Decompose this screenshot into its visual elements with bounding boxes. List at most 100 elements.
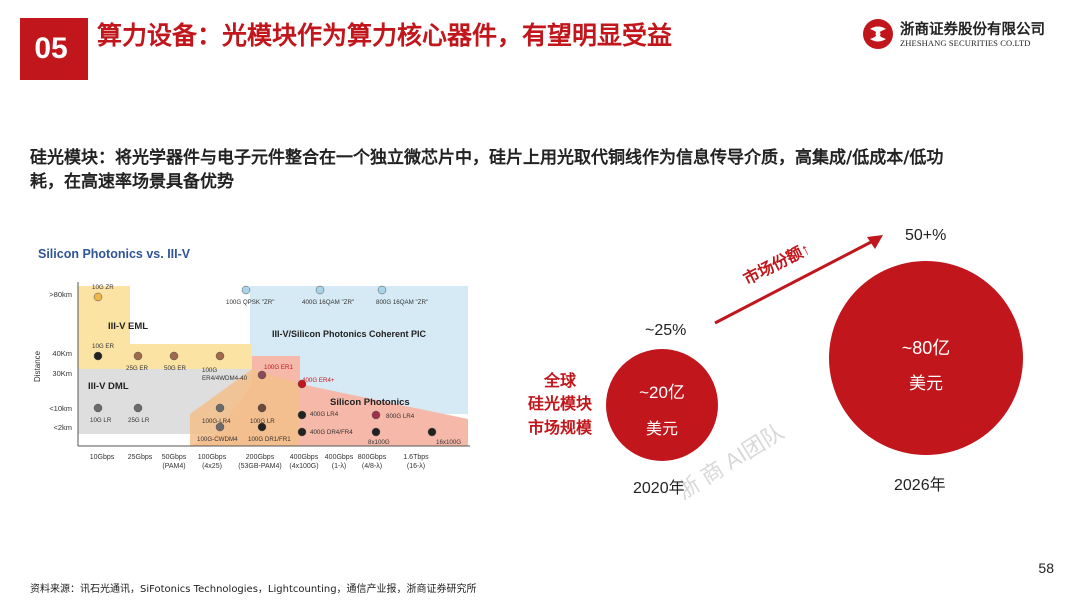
point-label-p400glr4: 400G LR4: [310, 411, 339, 418]
coherent-label: III-V/Silicon Photonics Coherent PIC: [272, 329, 427, 339]
row-label-1: 全球: [543, 371, 577, 390]
market-size-graphic: 市场份额↑ ~25% 50+% 全球 硅光模块 市场规模 ~20亿 美元 ~80…: [528, 227, 1023, 504]
sip-label: Silicon Photonics: [330, 397, 410, 408]
eml-label: III-V EML: [108, 321, 148, 332]
point-label-pqpsk: 100G QPSK "ZR": [226, 299, 274, 306]
point-p800qam: [377, 285, 387, 295]
y-tick-label: >80km: [49, 290, 72, 299]
x-tick-label: 10Gbps: [90, 454, 115, 461]
x-tick-label: (1-λ): [332, 463, 346, 470]
x-tick-label: (53GB-PAM4): [238, 463, 281, 470]
section-bar: [82, 18, 88, 80]
row-label-3: 市场规模: [528, 418, 593, 437]
market-share-label: 市场份额↑: [740, 239, 813, 289]
point-p8x100: [371, 427, 381, 437]
company-name-cn: 浙商证券股份有限公司: [900, 22, 1045, 38]
subtitle: 硅光模块：将光学器件与电子元件整合在一个独立微芯片中，硅片上用光取代铜线作为信息…: [30, 148, 944, 192]
dml-label: III-V DML: [88, 381, 129, 392]
share-2020: ~25%: [645, 322, 686, 339]
x-tick-label: (4x100G): [289, 463, 318, 470]
point-p100ger1: [257, 370, 267, 380]
point-p10glr: [93, 403, 103, 413]
bubble-2026-unit: 美元: [909, 374, 943, 393]
y-tick-label: 40Km: [52, 349, 72, 358]
x-tick-label: (4x25): [202, 463, 222, 470]
point-label-p25glr: 25G LR: [128, 417, 150, 424]
page-number: 58: [1038, 560, 1054, 576]
point-p50ger: [169, 351, 179, 361]
point-label-p100gcwdm4: 100G-CWDM4: [197, 436, 238, 443]
year-2020: 2020年: [633, 479, 685, 497]
point-label-p10ger: 10G ER: [92, 343, 115, 350]
point-label-p100g_er4: 100G: [202, 367, 217, 374]
point-p400qam: [315, 285, 325, 295]
y-axis-label: Distance: [33, 350, 42, 382]
point-p16x100: [427, 427, 437, 437]
point-label-p400ger4: 400G ER4+: [302, 377, 335, 384]
x-tick-label: 50Gbps: [162, 454, 187, 461]
point-p400gdr4: [297, 427, 307, 437]
point-label-p800glr4: 800G LR4: [386, 413, 415, 420]
source-note: 资料来源：讯石光通讯，SiFotonics Technologies，Light…: [30, 584, 477, 595]
x-tick-label: 1.6Tbps: [403, 454, 429, 461]
point-label-p8x100: 8x100G: [368, 439, 390, 446]
y-tick-label: <2km: [53, 423, 72, 432]
point-label-p100glr: 100G LR: [250, 418, 275, 425]
bubble-2026-value: ~80亿: [902, 338, 951, 358]
x-tick-label: 400Gbps: [325, 454, 354, 461]
y-tick-label: 30Km: [52, 369, 72, 378]
silicon-photonics-figure: Silicon Photonics vs. III-V Distance >80…: [33, 247, 470, 470]
point-p10ger: [93, 351, 103, 361]
share-2026: 50+%: [905, 227, 946, 244]
point-label-p16x100: 16x100G: [436, 439, 461, 446]
point-p25ger: [133, 351, 143, 361]
point-p400ger4: [297, 379, 307, 389]
x-tick-label: 800Gbps: [358, 454, 387, 461]
point-p100glr: [257, 403, 267, 413]
x-tick-label: (16-λ): [407, 463, 425, 470]
bubble-2020: [606, 349, 718, 461]
page-title: 算力设备：光模块作为算力核心器件，有望明显受益: [97, 21, 673, 50]
x-tick-label: (PAM4): [162, 463, 185, 470]
point-label-p100g_er4: ER4/4WDM4-40: [202, 375, 248, 382]
point-p100g_er4: [215, 351, 225, 361]
bubble-2020-unit: 美元: [646, 420, 678, 438]
point-label-p100gdr1: 100G DR1/FR1: [248, 436, 291, 443]
y-tick-label: <10km: [49, 404, 72, 413]
point-label-p800qam: 800G 16QAM "ZR": [376, 299, 428, 306]
point-label-p50ger: 50G ER: [164, 365, 187, 372]
company-name-en: ZHESHANG SECURITIES CO.LTD: [900, 38, 1031, 48]
point-label-p400qam: 400G 16QAM "ZR": [302, 299, 354, 306]
bubble-2020-value: ~20亿: [639, 383, 685, 402]
point-p10gzr: [93, 292, 103, 302]
point-label-p25ger: 25G ER: [126, 365, 149, 372]
figure-title: Silicon Photonics vs. III-V: [38, 247, 191, 261]
growth-arrow: [714, 238, 876, 325]
point-label-p100ger1: 100G ER1: [264, 364, 293, 371]
point-label-p100glr4: 100G-LR4: [202, 418, 231, 425]
x-tick-label: 100Gbps: [198, 454, 227, 461]
bubble-2026: [829, 261, 1023, 455]
x-tick-label: (4/8-λ): [362, 463, 382, 470]
point-label-p10glr: 10G LR: [90, 417, 112, 424]
point-p100gcwdm4: [215, 422, 225, 432]
year-2026: 2026年: [894, 476, 946, 494]
zheshang-logo-icon: [863, 19, 893, 49]
x-tick-label: 400Gbps: [290, 454, 319, 461]
point-p400glr4: [297, 410, 307, 420]
point-p25glr: [133, 403, 143, 413]
point-p100gdr1: [257, 422, 267, 432]
row-label-2: 硅光模块: [528, 394, 593, 413]
eml-region: [78, 286, 252, 369]
x-tick-label: 25Gbps: [128, 454, 153, 461]
section-number-badge: 05: [20, 18, 82, 80]
point-p100glr4: [215, 403, 225, 413]
company-logo: 浙商证券股份有限公司 ZHESHANG SECURITIES CO.LTD: [862, 16, 1062, 56]
point-label-p10gzr: 10G ZR: [92, 284, 114, 291]
growth-arrow-head: [867, 235, 883, 249]
point-label-p400gdr4: 400G DR4/FR4: [310, 429, 353, 436]
point-p800glr4: [371, 410, 381, 420]
x-tick-label: 200Gbps: [246, 454, 275, 461]
point-pqpsk: [241, 285, 251, 295]
